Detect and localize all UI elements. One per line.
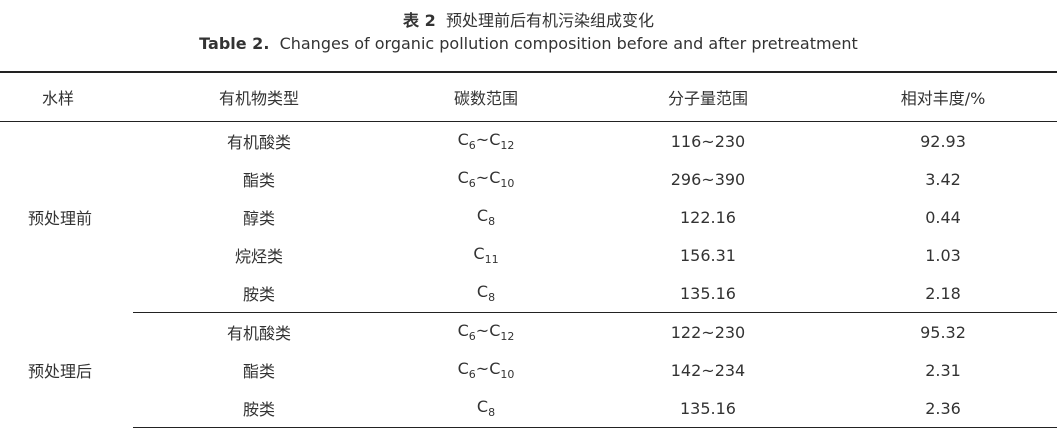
carbon-symbol: C [457,321,469,340]
header-type: 有机物类型 [133,71,385,122]
abundance-cell: 2.18 [829,274,1057,313]
header-sample: 水样 [0,71,133,122]
mw-cell: 135.16 [587,274,829,313]
mw-cell: 296~390 [670,169,746,189]
carbon-count: 10 [500,177,515,190]
carbon-count: 6 [468,368,476,381]
header-carbon: 碳数范围 [385,71,587,122]
header-abundance: 相对丰度/% [829,71,1057,122]
table-row: 预处理前 有机酸类 C6~C12 116~230 92.93 [0,122,1057,228]
carbon-symbol: C [457,359,469,378]
carbon-count: 6 [468,177,476,190]
carbon-count: 12 [500,139,515,152]
carbon-count: 12 [500,330,515,343]
carbon-symbol: C [489,321,501,340]
sample-cell: 预处理前 [28,209,93,229]
carbon-count: 6 [468,330,476,343]
carbon-cell: C11 [385,236,587,274]
type-cell: 胺类 [133,389,385,428]
carbon-cell: C6~C10 [385,160,587,198]
carbon-cell: C6~C10 [385,351,587,389]
caption-title-zh: 预处理前后有机污染组成变化 [445,11,654,30]
table-row: 预处理后 有机酸类 C6~C12 122~230 95.32 [0,313,1057,381]
header-mw: 分子量范围 [587,71,829,122]
abundance-cell: 2.36 [829,389,1057,428]
header-row: 水样 有机物类型 碳数范围 分子量范围 相对丰度/% [0,71,1057,122]
carbon-symbol: C [476,282,489,301]
carbon-symbol: C [476,206,489,225]
carbon-separator: ~ [475,321,490,340]
table-row: 醇类 C8 122.16 0.44 [0,198,1057,236]
carbon-separator: ~ [475,130,490,149]
abundance-cell: 0.44 [925,207,961,227]
carbon-separator: ~ [475,359,490,378]
carbon-symbol: C [489,130,501,149]
carbon-symbol: C [457,168,469,187]
carbon-symbol: C [473,244,485,263]
carbon-symbol: C [489,359,501,378]
abundance-cell: 92.93 [920,131,966,151]
type-cell: 有机酸类 [226,133,291,152]
mw-cell: 116~230 [670,131,746,151]
mw-cell: 122~230 [670,322,746,342]
mw-cell: 122.16 [680,207,736,227]
table-row: 烷烃类 C11 156.31 1.03 [0,236,1057,274]
caption-title-en: Changes of organic pollution composition… [279,34,858,53]
carbon-count: 8 [488,291,496,304]
table-caption-zh: 表 2 预处理前后有机污染组成变化 [0,7,1057,31]
carbon-cell: C6~C12 [385,313,587,352]
type-cell: 有机酸类 [226,324,291,343]
table-row: 胺类 C8 135.16 2.36 [0,389,1057,428]
carbon-count: 11 [484,253,499,266]
type-cell: 烷烃类 [234,247,283,266]
caption-label-en: Table 2. [199,34,270,53]
carbon-count: 8 [488,406,496,419]
abundance-cell: 95.32 [920,322,966,342]
carbon-count: 6 [468,139,476,152]
carbon-separator: ~ [475,168,490,187]
carbon-symbol: C [489,168,501,187]
sample-cell: 预处理后 [28,362,93,381]
table-row: 酯类 C6~C10 142~234 2.31 [0,351,1057,389]
table-caption-en: Table 2. Changes of organic pollution co… [0,34,1057,53]
carbon-count: 8 [488,215,496,228]
table-row: 酯类 C6~C10 296~390 3.42 [0,160,1057,198]
carbon-count: 10 [500,368,515,381]
abundance-cell: 2.31 [925,360,961,380]
carbon-symbol: C [457,130,469,149]
mw-cell: 142~234 [670,360,746,380]
carbon-cell: C6~C12 [385,122,587,161]
type-cell: 酯类 [242,362,275,381]
carbon-cell: C8 [385,389,587,428]
mw-cell: 156.31 [680,245,736,265]
type-cell: 胺类 [133,274,385,313]
abundance-cell: 1.03 [925,245,961,265]
mw-cell: 135.16 [587,389,829,428]
composition-table: 水样 有机物类型 碳数范围 分子量范围 相对丰度/% 预处理前 有机酸类 C6~C1… [0,71,1057,428]
abundance-cell: 3.42 [925,169,961,189]
type-cell: 醇类 [242,209,275,228]
carbon-cell: C8 [385,198,587,236]
carbon-symbol: C [476,397,489,416]
type-cell: 酯类 [242,171,275,190]
table-row: 胺类 C8 135.16 2.18 [0,274,1057,313]
caption-label-zh: 表 2 [403,11,436,30]
carbon-cell: C8 [385,274,587,313]
